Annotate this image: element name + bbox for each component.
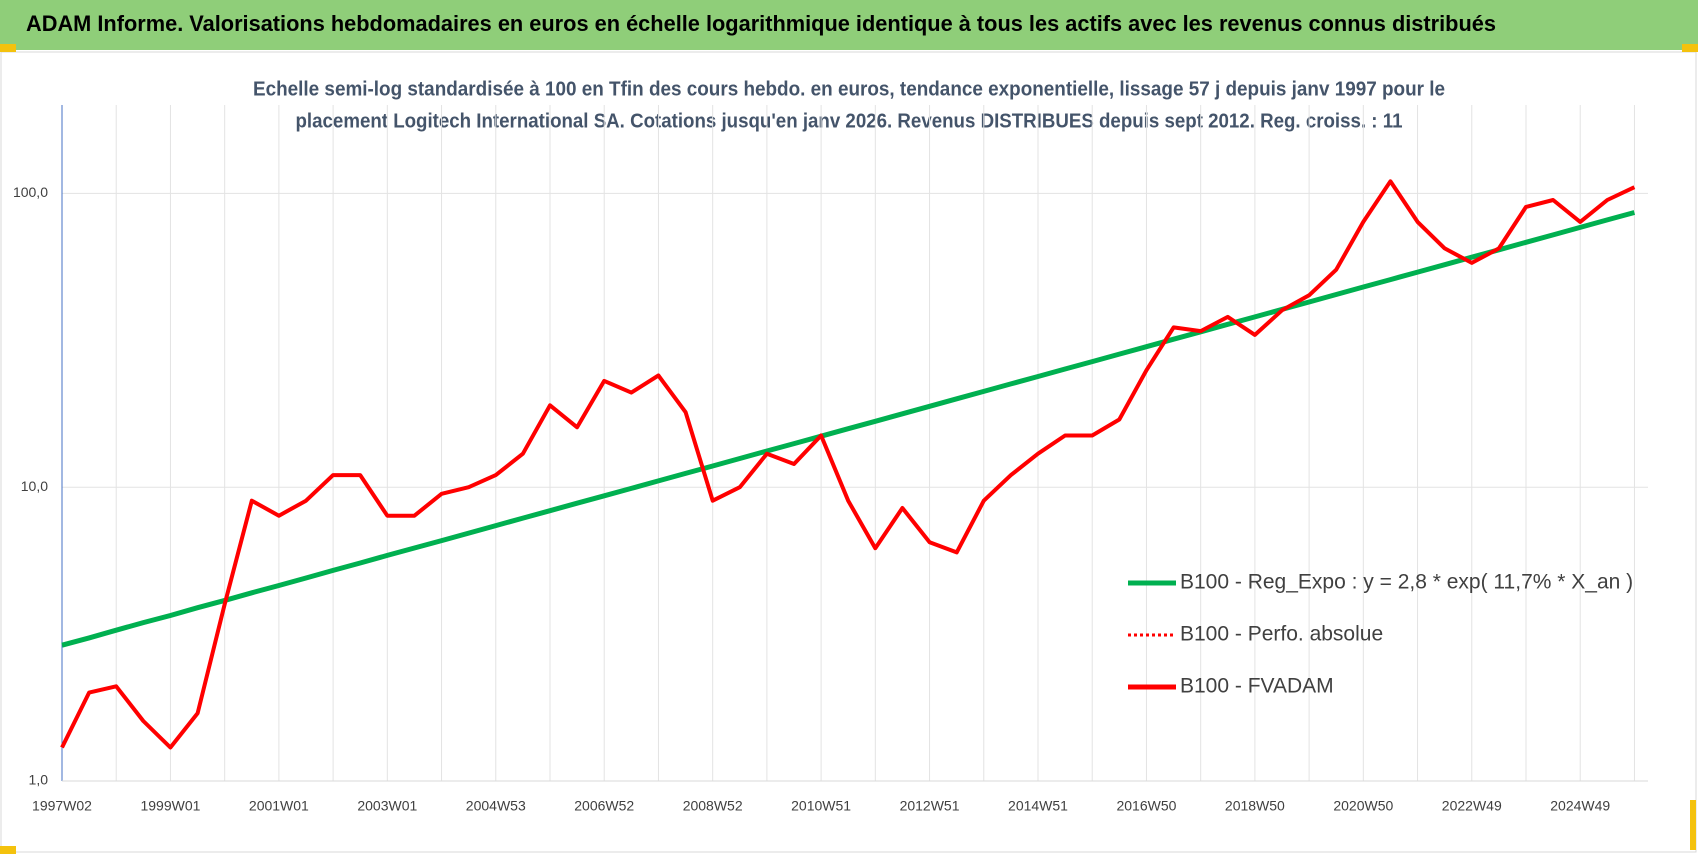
x-tick-label: 2003W01 bbox=[357, 798, 417, 814]
series-line bbox=[60, 179, 1636, 750]
y-tick-label: 100,0 bbox=[13, 184, 48, 200]
x-tick-label: 2004W53 bbox=[466, 798, 526, 814]
chart-title: Echelle semi-log standardisée à 100 en T… bbox=[253, 78, 1445, 100]
x-tick-label: 2022W49 bbox=[1442, 798, 1502, 814]
chart-title: placement Logitech International SA. Cot… bbox=[296, 110, 1403, 132]
series-line bbox=[61, 210, 1636, 648]
header-band bbox=[0, 0, 1698, 50]
x-tick-label: 2018W50 bbox=[1225, 798, 1285, 814]
x-tick-label: 1997W02 bbox=[32, 798, 92, 814]
legend-label: B100 - Perfo. absolue bbox=[1180, 623, 1383, 646]
legend-label: B100 - FVADAM bbox=[1180, 675, 1334, 698]
x-tick-label: 2024W49 bbox=[1550, 798, 1610, 814]
x-tick-label: 2016W50 bbox=[1116, 798, 1176, 814]
y-tick-label: 1,0 bbox=[29, 772, 49, 788]
x-tick-label: 2012W51 bbox=[900, 798, 960, 814]
corner bbox=[0, 846, 16, 854]
x-tick-label: 2020W50 bbox=[1333, 798, 1393, 814]
x-tick-label: 2010W51 bbox=[791, 798, 851, 814]
page-title: ADAM Informe. Valorisations hebdomadaire… bbox=[26, 11, 1496, 36]
x-tick-label: 2006W52 bbox=[574, 798, 634, 814]
corner bbox=[0, 44, 16, 52]
x-tick-label: 2014W51 bbox=[1008, 798, 1068, 814]
x-tick-label: 2001W01 bbox=[249, 798, 309, 814]
corner bbox=[1682, 44, 1698, 52]
corner bbox=[1690, 800, 1696, 850]
frame bbox=[0, 51, 1697, 853]
x-tick-label: 2008W52 bbox=[683, 798, 743, 814]
y-tick-label: 10,0 bbox=[21, 478, 48, 494]
x-tick-label: 1999W01 bbox=[140, 798, 200, 814]
legend-label: B100 - Reg_Expo : y = 2,8 * exp( 11,7% *… bbox=[1180, 571, 1633, 594]
